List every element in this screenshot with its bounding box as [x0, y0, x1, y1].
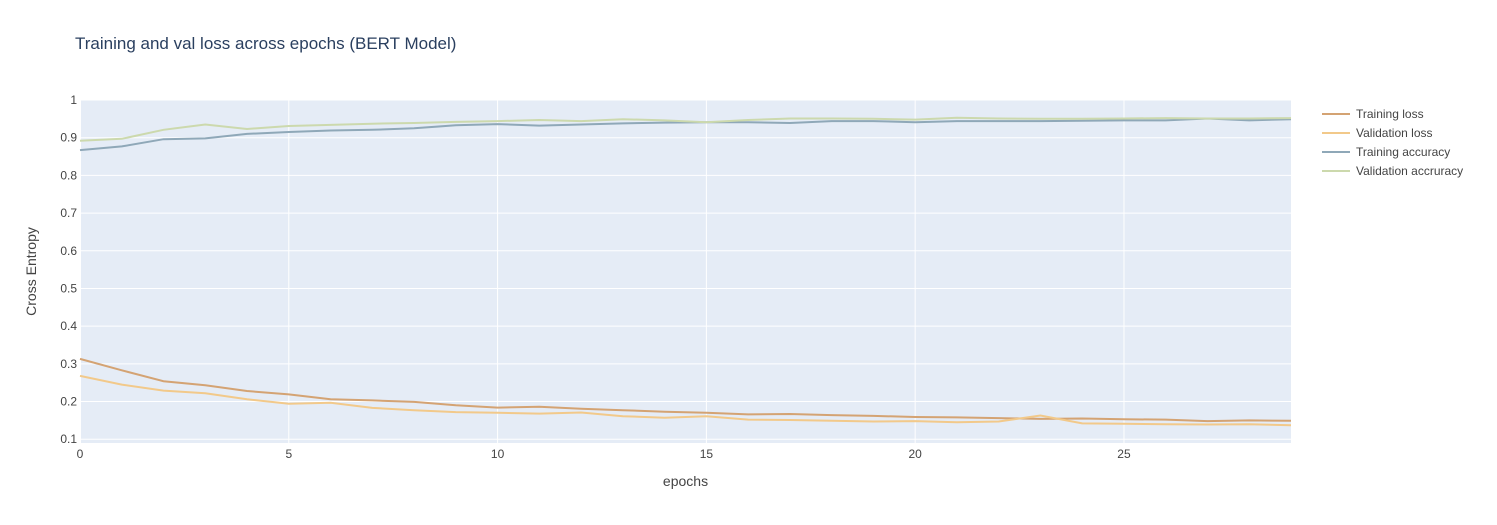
series-line — [79, 357, 1292, 423]
legend-label: Validation loss — [1356, 126, 1433, 140]
legend-label: Training loss — [1356, 107, 1424, 121]
x-tick-label: 5 — [285, 447, 292, 461]
y-axis-title: Cross Entropy — [23, 227, 39, 316]
x-tick-label: 25 — [1117, 447, 1131, 461]
series-lines — [79, 116, 1292, 427]
series-line — [79, 117, 1292, 152]
legend-label: Training accuracy — [1356, 145, 1450, 159]
x-axis-title: epochs — [663, 473, 708, 489]
chart-title: Training and val loss across epochs (BER… — [75, 34, 457, 53]
y-tick-label: 0.1 — [60, 432, 77, 446]
legend-item[interactable]: Training accuracy — [1322, 145, 1450, 159]
x-tick-label: 20 — [908, 447, 922, 461]
series-line — [79, 374, 1292, 427]
y-tick-label: 0.3 — [60, 357, 77, 371]
plot-area — [80, 100, 1291, 443]
legend-item[interactable]: Validation loss — [1322, 126, 1433, 140]
y-tick-label: 0.9 — [60, 131, 77, 145]
x-tick-label: 10 — [491, 447, 505, 461]
legend-label: Validation accruracy — [1356, 164, 1463, 178]
legend[interactable]: Training loss Validation loss Training acc… — [1322, 107, 1463, 178]
y-axis: 0.1 0.2 0.3 0.4 0.5 0.6 0.7 0.8 0.9 1 — [60, 93, 77, 446]
y-tick-label: 0.5 — [60, 281, 77, 295]
legend-item[interactable]: Validation accruracy — [1322, 164, 1463, 178]
x-tick-label: 0 — [77, 447, 84, 461]
y-tick-label: 0.2 — [60, 395, 77, 409]
x-tick-label: 15 — [700, 447, 714, 461]
series-line — [79, 116, 1292, 142]
legend-item[interactable]: Training loss — [1322, 107, 1424, 121]
y-tick-label: 0.7 — [60, 206, 77, 220]
y-tick-label: 1 — [70, 93, 77, 107]
x-axis: 0 5 10 15 20 25 — [77, 447, 1131, 461]
y-tick-label: 0.4 — [60, 319, 77, 333]
y-tick-label: 0.6 — [60, 244, 77, 258]
y-tick-label: 0.8 — [60, 168, 77, 182]
grid-lines — [79, 99, 1291, 443]
